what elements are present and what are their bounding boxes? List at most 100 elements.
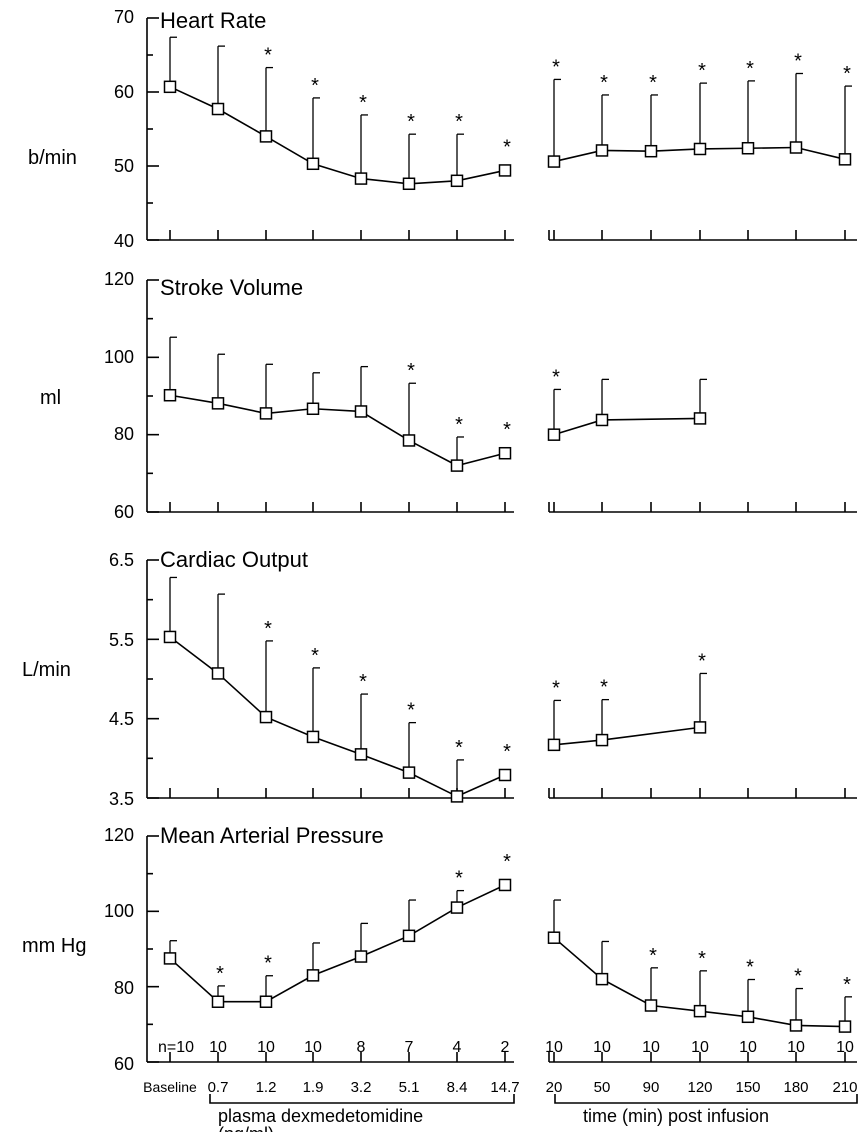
x-tick-label: 1.2 xyxy=(256,1079,277,1096)
y-tick-label: 6.5 xyxy=(109,550,134,570)
data-point xyxy=(163,630,177,644)
panel-heart-rate: Heart Rate b/min 40 50 60 70 **** **** ** *… xyxy=(28,7,857,251)
significance-marker: * xyxy=(503,851,511,873)
y-tick-label: 60 xyxy=(114,1054,134,1074)
data-point xyxy=(259,130,273,143)
data-point xyxy=(163,80,177,94)
data-point xyxy=(644,144,658,158)
data-point xyxy=(693,412,707,425)
panel-title: Stroke Volume xyxy=(160,275,303,300)
n-label: 10 xyxy=(209,1039,227,1056)
data-point xyxy=(595,144,609,157)
significance-marker: * xyxy=(746,957,754,979)
data-point xyxy=(211,995,225,1008)
data-point xyxy=(547,738,561,752)
data-point xyxy=(402,177,416,191)
y-tick-label: 50 xyxy=(114,156,134,176)
data-point xyxy=(547,931,561,944)
panel-title: Cardiac Output xyxy=(160,547,308,572)
panel-marks: * * * * xyxy=(146,279,857,513)
series-line xyxy=(553,726,701,746)
y-tick-label: 5.5 xyxy=(109,630,134,650)
significance-marker: * xyxy=(311,75,319,97)
significance-marker: * xyxy=(407,111,415,133)
x-tick-label: 8.4 xyxy=(447,1079,468,1096)
significance-marker: * xyxy=(264,45,272,67)
panel-marks: * * * * * * * * * xyxy=(146,559,857,803)
data-point xyxy=(450,790,464,803)
x-tick-label: 50 xyxy=(594,1079,611,1096)
panel-stroke-volume: Stroke Volume ml 60 80 100 120 * * * * xyxy=(40,269,857,522)
data-point xyxy=(838,1020,852,1033)
significance-marker: * xyxy=(407,700,415,722)
series-line xyxy=(553,417,701,436)
data-point xyxy=(211,397,225,410)
data-point xyxy=(450,174,464,188)
data-point xyxy=(259,995,273,1008)
n-label: 10 xyxy=(739,1039,757,1056)
y-tick-label: 60 xyxy=(114,502,134,522)
group-brackets: plasma dexmedetomidine (ng/ml) time (min… xyxy=(209,1094,858,1132)
n-label: 7 xyxy=(405,1039,414,1056)
data-point xyxy=(498,164,512,177)
significance-marker: * xyxy=(455,868,463,890)
data-point xyxy=(354,405,368,418)
n-label: 10 xyxy=(691,1039,709,1056)
significance-marker: * xyxy=(359,92,367,114)
data-point xyxy=(402,766,416,779)
y-tick-label: 80 xyxy=(114,424,134,444)
n-label: 10 xyxy=(836,1039,854,1056)
group-label-left: plasma dexmedetomidine xyxy=(218,1106,423,1126)
n-labels: n=10 10 10 10 8 7 4 2 10 10 10 10 10 10 … xyxy=(158,1039,854,1056)
panel-title: Mean Arterial Pressure xyxy=(160,823,384,848)
data-point xyxy=(163,952,177,965)
n-label: 10 xyxy=(304,1039,322,1056)
y-tick-label: 120 xyxy=(104,269,134,289)
y-tick-label: 100 xyxy=(104,347,134,367)
data-point xyxy=(498,878,512,892)
data-point xyxy=(211,667,225,680)
panel-marks: * * * * * * * * * * * * * xyxy=(146,17,857,241)
n-label: 2 xyxy=(501,1039,510,1056)
x-tick-label: 90 xyxy=(643,1079,660,1096)
y-tick-label: 100 xyxy=(104,901,134,921)
data-point xyxy=(838,153,852,166)
y-tick-label: 80 xyxy=(114,978,134,998)
y-axis-label: ml xyxy=(40,387,61,409)
significance-marker: * xyxy=(503,419,511,441)
data-point xyxy=(163,388,177,402)
data-point xyxy=(450,459,464,472)
data-point xyxy=(306,730,320,744)
significance-marker: * xyxy=(455,414,463,436)
n-label: 8 xyxy=(357,1039,366,1056)
data-point xyxy=(259,710,273,724)
y-tick-labels: 60 80 100 120 xyxy=(104,825,134,1074)
data-point xyxy=(789,141,803,154)
bracket-right xyxy=(554,1094,858,1104)
n-label: n=10 xyxy=(158,1039,194,1056)
x-tick-label: 1.9 xyxy=(303,1079,324,1096)
data-point xyxy=(402,929,416,943)
y-axis-label: mm Hg xyxy=(22,935,86,957)
significance-marker: * xyxy=(311,645,319,667)
data-point xyxy=(693,721,707,734)
n-label: 10 xyxy=(593,1039,611,1056)
data-point xyxy=(354,172,368,185)
n-label: 4 xyxy=(453,1039,462,1056)
data-point xyxy=(402,434,416,447)
y-tick-label: 3.5 xyxy=(109,789,134,809)
x-tick-label: 150 xyxy=(735,1079,760,1096)
series-line xyxy=(169,394,506,467)
significance-marker: * xyxy=(649,945,657,967)
x-tick-label: 180 xyxy=(783,1079,808,1096)
significance-marker: * xyxy=(264,618,272,640)
data-point xyxy=(498,446,512,460)
data-point xyxy=(595,413,609,427)
significance-marker: * xyxy=(503,741,511,763)
n-label: 10 xyxy=(257,1039,275,1056)
panel-title: Heart Rate xyxy=(160,8,266,33)
data-point xyxy=(547,155,561,168)
data-point xyxy=(595,972,609,986)
data-point xyxy=(644,999,658,1012)
